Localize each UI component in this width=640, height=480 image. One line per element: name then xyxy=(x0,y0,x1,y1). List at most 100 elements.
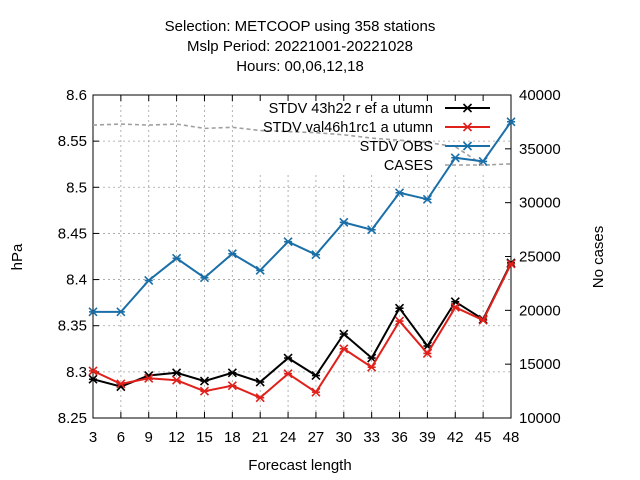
data-point xyxy=(227,249,237,259)
data-point xyxy=(367,362,377,372)
series-stdv-43h22-ref-autumn xyxy=(88,258,516,392)
y2-tick-label: 20000 xyxy=(519,302,561,319)
y2-tick-label: 10000 xyxy=(519,410,561,427)
data-point xyxy=(88,374,98,384)
data-point xyxy=(339,217,349,227)
data-point xyxy=(88,307,98,317)
legend-label: STDV OBS xyxy=(360,139,433,155)
data-point xyxy=(339,329,349,339)
y-tick-label: 8.3 xyxy=(66,364,87,381)
data-point xyxy=(172,253,182,263)
y-tick-label: 8.45 xyxy=(58,225,87,242)
x-tick-label: 21 xyxy=(252,429,269,446)
x-tick-label: 3 xyxy=(89,429,97,446)
data-point xyxy=(339,344,349,354)
data-point xyxy=(450,302,460,312)
data-point xyxy=(478,315,488,325)
data-point xyxy=(116,307,126,317)
data-point xyxy=(462,103,473,113)
data-point xyxy=(172,368,182,378)
y-tick-label: 8.35 xyxy=(58,318,87,335)
data-point xyxy=(462,141,473,151)
x-tick-label: 36 xyxy=(391,429,408,446)
data-point xyxy=(116,379,126,389)
series xyxy=(88,117,516,403)
y-tick-label: 8.6 xyxy=(66,87,87,104)
series-line xyxy=(92,263,512,399)
data-point xyxy=(283,369,293,379)
data-point xyxy=(255,393,265,403)
data-point xyxy=(311,370,321,381)
y-tick-label: 8.5 xyxy=(66,179,87,196)
plot-frame xyxy=(92,94,512,419)
y2-axis-label: No cases xyxy=(590,226,607,289)
data-point xyxy=(172,375,182,385)
legend-label: STDV 43h22 r ef a utumn xyxy=(269,101,433,117)
data-point xyxy=(283,353,293,363)
y2-tick-label: 40000 xyxy=(519,87,561,104)
data-point xyxy=(199,386,210,396)
data-point xyxy=(227,368,237,378)
legend-label: CASES xyxy=(384,158,433,174)
y2-tick-label: 15000 xyxy=(519,356,561,373)
x-tick-label: 45 xyxy=(475,429,492,446)
chart-title-line-1: Selection: METCOOP using 358 stations xyxy=(165,18,436,35)
x-tick-label: 27 xyxy=(308,429,325,446)
data-point xyxy=(311,387,321,397)
series-line xyxy=(92,262,512,388)
data-point xyxy=(227,381,237,391)
y-tick-label: 8.4 xyxy=(66,272,87,289)
legend-entry: STDV val46h1rc1 a utumn xyxy=(263,120,490,136)
x-tick-label: 15 xyxy=(196,429,213,446)
x-tick-label: 12 xyxy=(168,429,185,446)
data-point xyxy=(506,259,516,269)
data-point xyxy=(506,117,516,127)
grid xyxy=(93,95,511,418)
data-point xyxy=(422,194,432,204)
data-point xyxy=(462,122,473,132)
x-tick-label: 39 xyxy=(419,429,436,446)
series-line xyxy=(93,121,512,313)
x-tick-label: 18 xyxy=(224,429,241,446)
data-point xyxy=(199,273,210,283)
data-point xyxy=(394,188,405,198)
y2-tick-label: 25000 xyxy=(519,249,561,266)
data-point xyxy=(255,377,265,387)
axis-ticks: 8.258.38.358.48.458.58.558.63 6 9 12 15 18 21 2… xyxy=(58,87,561,446)
x-tick-label: 33 xyxy=(363,429,380,446)
data-point xyxy=(422,348,432,358)
x-axis-label: Forecast length xyxy=(248,457,351,474)
x-tick-label: 6 xyxy=(117,429,125,446)
y2-tick-label: 35000 xyxy=(519,141,561,158)
legend: STDV 43h22 r ef a utumn STDV val46h1rc1 a… xyxy=(263,101,490,174)
x-tick-label: 42 xyxy=(447,429,464,446)
data-point xyxy=(144,275,154,286)
x-tick-label: 48 xyxy=(503,429,520,446)
y-tick-label: 8.55 xyxy=(58,133,87,150)
series-stdv-obs xyxy=(88,117,516,317)
x-tick-label: 30 xyxy=(335,429,352,446)
y-axis-label: hPa xyxy=(9,243,26,270)
legend-entry: CASES xyxy=(384,158,490,174)
data-point xyxy=(311,250,321,260)
data-point xyxy=(394,303,405,313)
legend-entry: STDV 43h22 r ef a utumn xyxy=(269,101,490,117)
data-point xyxy=(367,353,377,363)
data-point xyxy=(394,316,405,326)
data-point xyxy=(88,366,98,376)
x-tick-label: 9 xyxy=(145,429,153,446)
chart-title-line-3: Hours: 00,06,12,18 xyxy=(236,58,364,75)
data-point xyxy=(255,265,265,275)
data-point xyxy=(283,237,293,247)
y2-tick-label: 30000 xyxy=(519,195,561,212)
chart-title-line-2: Mslp Period: 20221001-20221028 xyxy=(187,38,413,55)
data-point xyxy=(199,376,210,386)
data-point xyxy=(367,225,377,235)
x-tick-label: 24 xyxy=(280,429,297,446)
legend-entry: STDV OBS xyxy=(360,139,490,155)
y-tick-label: 8.25 xyxy=(58,410,87,427)
data-point xyxy=(450,153,460,163)
data-point xyxy=(478,156,488,167)
series-stdv-val46h1rc1-autumn xyxy=(88,259,516,403)
